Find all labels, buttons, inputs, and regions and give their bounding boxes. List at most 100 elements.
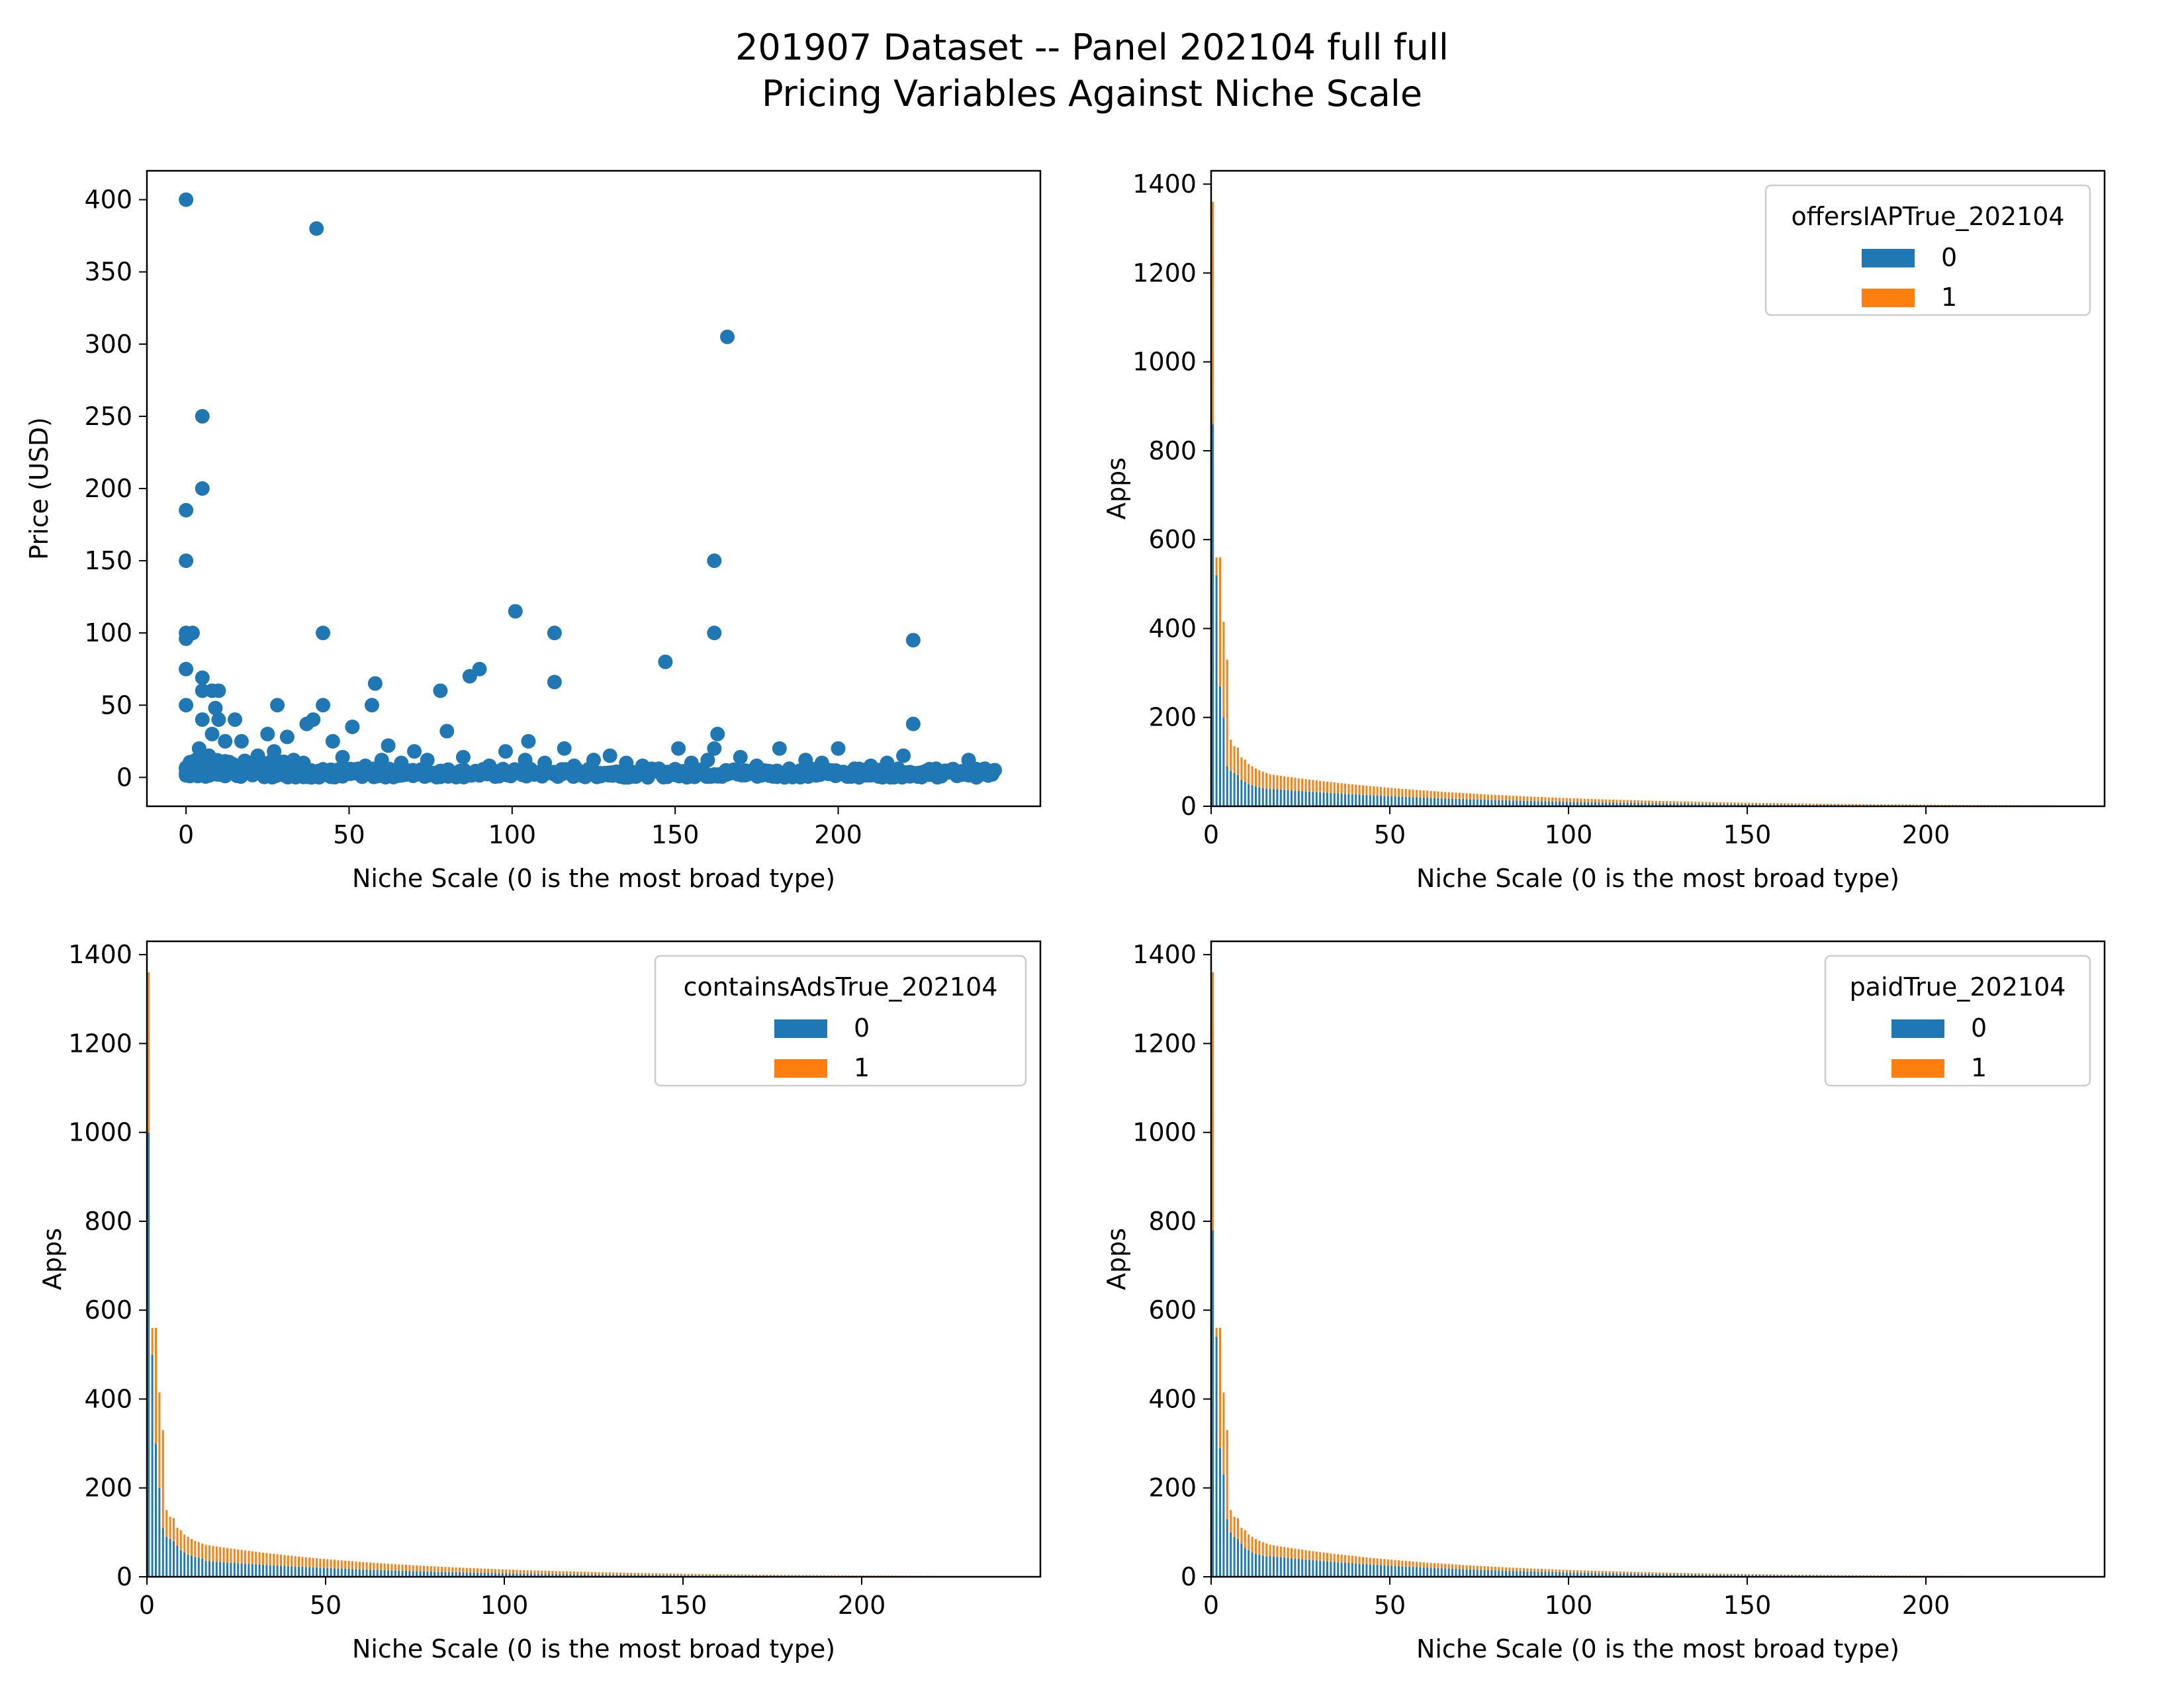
bar-series-1 — [1669, 801, 1672, 804]
bar-series-1 — [1794, 803, 1797, 805]
bar-series-0 — [1219, 686, 1221, 806]
bar-series-1 — [1762, 802, 1764, 805]
bar-series-1 — [1505, 795, 1507, 800]
bar-series-0 — [1523, 1571, 1525, 1577]
bar-series-1 — [1279, 1546, 1282, 1558]
bar-series-0 — [641, 1575, 643, 1577]
bar-series-1 — [362, 1562, 365, 1570]
bar-series-1 — [1844, 804, 1846, 806]
x-tick-label: 0 — [1203, 1591, 1219, 1620]
bar-series-0 — [1408, 796, 1411, 806]
bar-series-1 — [1572, 798, 1575, 802]
bar-series-1 — [1773, 803, 1775, 805]
bar-series-1 — [1894, 804, 1897, 806]
bar-series-1 — [619, 1572, 621, 1575]
bar-series-0 — [1426, 798, 1429, 806]
bar-series-0 — [340, 1568, 343, 1577]
bar-series-1 — [244, 1550, 246, 1564]
bar-series-0 — [265, 1565, 268, 1577]
y-tick-label: 1400 — [1132, 940, 1197, 969]
scatter-point — [211, 683, 226, 698]
bar-series-1 — [855, 1575, 858, 1577]
bar-series-1 — [1827, 804, 1829, 805]
bar-series-0 — [555, 1573, 557, 1577]
bar-series-0 — [465, 1572, 468, 1577]
bar-series-1 — [1912, 1575, 1915, 1576]
scatter-point — [707, 741, 722, 756]
bar-series-1 — [1648, 800, 1650, 804]
bar-series-1 — [1987, 805, 1989, 806]
bar-series-1 — [1523, 796, 1525, 801]
bar-series-0 — [1373, 795, 1375, 806]
bar-series-1 — [1576, 1570, 1578, 1573]
bar-series-1 — [1891, 804, 1893, 806]
x-tick-label: 100 — [480, 1591, 529, 1620]
ads-bar-panel: 0 50 100 150 200 0 200 400 600 800 1000 1200 1400 Nic… — [38, 940, 1042, 1664]
bar-series-1 — [1744, 1573, 1747, 1575]
bar-series-0 — [584, 1574, 586, 1577]
bar-series-1 — [1876, 1575, 1879, 1576]
bar-series-1 — [758, 1574, 761, 1576]
bar-series-0 — [1762, 804, 1764, 806]
bar-series-1 — [1791, 803, 1793, 805]
bar-series-1 — [508, 1570, 511, 1573]
bar-series-0 — [1744, 804, 1747, 806]
bar-series-1 — [1744, 802, 1747, 804]
bar-series-1 — [1741, 802, 1743, 804]
bar-series-0 — [1723, 1574, 1725, 1577]
legend-label-0: 0 — [854, 1013, 870, 1043]
bar-series-0 — [179, 1550, 182, 1577]
bar-series-1 — [298, 1556, 300, 1567]
bar-series-0 — [559, 1573, 561, 1577]
bar-series-1 — [273, 1554, 275, 1566]
bar-series-1 — [1365, 785, 1368, 795]
bar-series-1 — [1287, 1547, 1289, 1558]
scatter-point — [374, 753, 389, 768]
legend-frame — [1764, 184, 2091, 316]
bar-series-0 — [1751, 804, 1754, 806]
bar-series-0 — [1687, 804, 1690, 806]
bar-series-1 — [1587, 1570, 1590, 1573]
bar-series-1 — [1326, 1553, 1328, 1562]
bar-series-0 — [1387, 796, 1389, 806]
bar-series-1 — [1480, 794, 1482, 800]
bar-series-0 — [519, 1573, 522, 1577]
bar-series-0 — [1312, 1560, 1314, 1577]
x-tick-label: 100 — [488, 820, 537, 849]
bar-series-0 — [1322, 792, 1325, 806]
bar-series-1 — [1730, 802, 1733, 804]
bar-series-0 — [1297, 1558, 1300, 1577]
bar-series-1 — [1655, 1572, 1657, 1574]
y-tick-label: 800 — [1148, 1207, 1197, 1236]
bar-series-1 — [158, 1392, 161, 1488]
bar-series-1 — [1619, 1571, 1621, 1573]
bar-series-0 — [1594, 802, 1596, 806]
bar-series-1 — [1684, 801, 1686, 804]
bar-series-1 — [1476, 1566, 1479, 1570]
bar-series-1 — [240, 1550, 243, 1564]
bar-series-1 — [1884, 1575, 1886, 1576]
bar-series-1 — [1666, 1572, 1668, 1574]
bar-series-0 — [1569, 1572, 1572, 1577]
bar-series-1 — [1819, 804, 1822, 805]
bar-series-0 — [659, 1575, 661, 1577]
bar-series-0 — [433, 1571, 436, 1577]
bar-series-1 — [1633, 800, 1636, 803]
bar-series-1 — [1498, 795, 1500, 800]
bar-series-1 — [390, 1564, 393, 1571]
bar-series-0 — [1708, 1574, 1711, 1577]
bar-series-0 — [262, 1564, 264, 1577]
bar-series-0 — [298, 1566, 300, 1577]
bar-series-1 — [844, 1575, 847, 1576]
bar-series-1 — [1226, 1430, 1228, 1519]
bar-series-1 — [1666, 801, 1668, 804]
bar-series-0 — [551, 1573, 554, 1577]
bar-series-1 — [1930, 804, 1933, 806]
bar-series-1 — [334, 1560, 336, 1569]
bar-series-1 — [516, 1570, 518, 1573]
bar-series-1 — [1662, 801, 1664, 804]
bar-series-0 — [158, 1487, 161, 1577]
bar-series-0 — [283, 1566, 286, 1577]
bar-series-0 — [1304, 791, 1307, 806]
bar-series-1 — [1494, 794, 1496, 800]
